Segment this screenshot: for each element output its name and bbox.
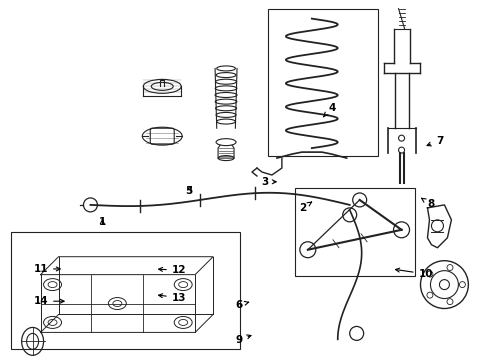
Bar (11, 232, 240, 349)
Text: 4: 4 (323, 103, 336, 117)
Text: 1: 1 (98, 217, 106, 227)
Bar (268, 9, 378, 156)
Text: 11: 11 (33, 264, 60, 274)
Bar (295, 188, 415, 276)
Text: 3: 3 (261, 177, 276, 187)
Text: 13: 13 (159, 293, 186, 303)
Text: 8: 8 (421, 198, 434, 210)
Text: 12: 12 (159, 265, 186, 275)
Text: 9: 9 (236, 334, 251, 345)
Text: 7: 7 (427, 136, 443, 146)
Text: 10: 10 (395, 268, 433, 279)
Text: 2: 2 (299, 202, 312, 213)
Text: 14: 14 (33, 296, 64, 306)
Text: 5: 5 (185, 186, 193, 196)
Text: 6: 6 (236, 300, 248, 310)
